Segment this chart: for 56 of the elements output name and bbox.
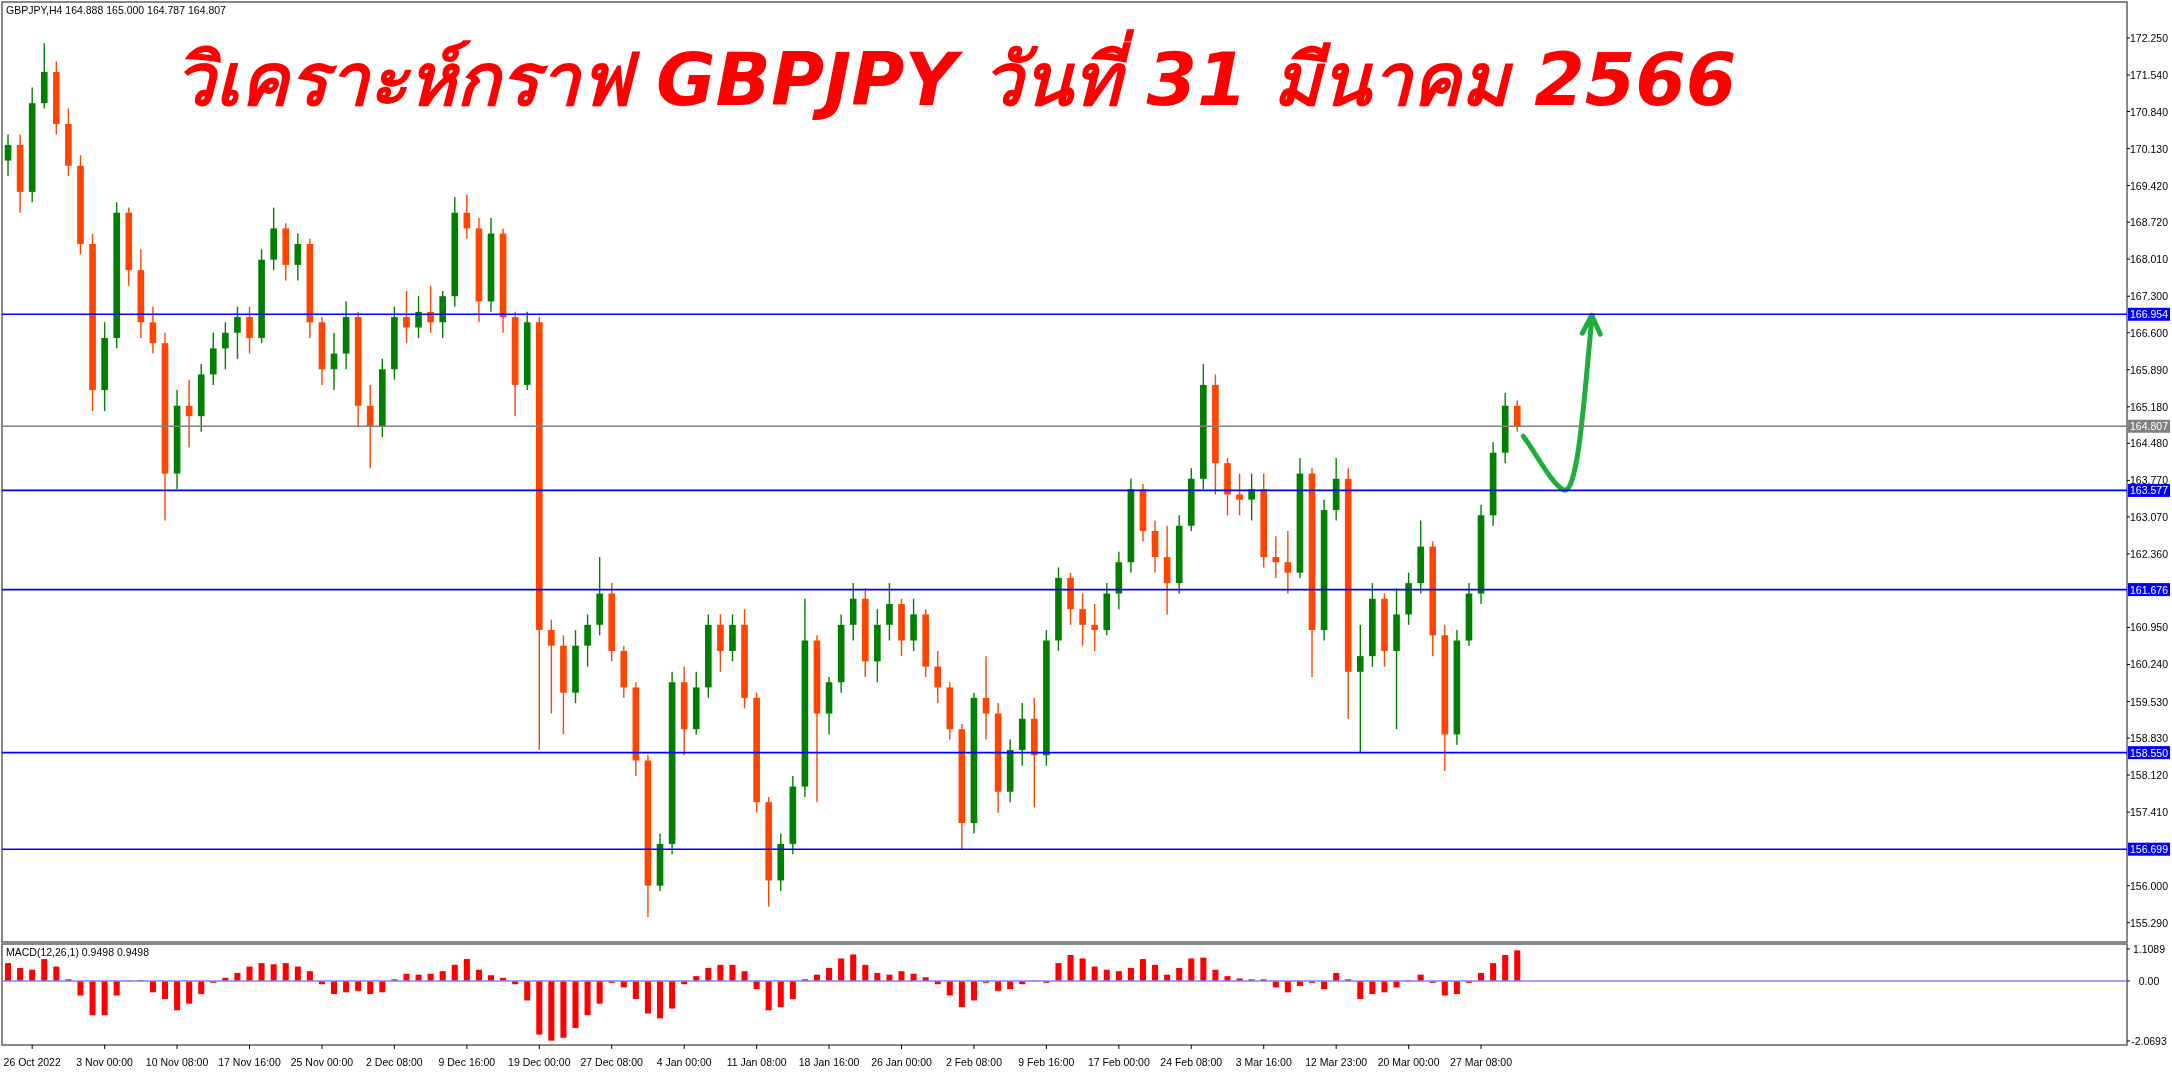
y-tick-label: 159.530 — [2130, 695, 2169, 708]
y-tick-label: 160.950 — [2130, 621, 2169, 634]
y-tick-label: 168.720 — [2130, 216, 2169, 229]
x-tick-label: 9 Feb 16:00 — [1018, 1056, 1075, 1068]
ref-line-label: 164.807 — [2130, 420, 2169, 433]
x-tick-label: 27 Mar 08:00 — [1450, 1056, 1513, 1068]
x-tick-label: 17 Nov 16:00 — [218, 1056, 281, 1068]
y-tick-label: 172.250 — [2130, 31, 2169, 44]
y-tick-label: 166.600 — [2130, 326, 2169, 339]
y-tick-label: 168.010 — [2130, 253, 2169, 266]
x-tick-label: 4 Jan 00:00 — [656, 1056, 712, 1068]
x-tick-label: 2 Dec 08:00 — [366, 1056, 423, 1068]
x-tick-label: 26 Jan 00:00 — [871, 1056, 933, 1068]
y-tick-label: 164.480 — [2130, 437, 2169, 450]
y-tick-label: 170.840 — [2130, 105, 2169, 118]
chart-subtitle: GBPJPY,H4 164.888 165.000 164.787 164.807 — [6, 4, 227, 16]
x-tick-label: 20 Mar 00:00 — [1377, 1056, 1440, 1068]
ref-line-label: 158.550 — [2130, 746, 2169, 759]
y-tick-label: 165.180 — [2130, 400, 2169, 413]
y-tick-label: 169.420 — [2130, 179, 2169, 192]
y-tick-label: -2.0693 — [2131, 1034, 2167, 1047]
ref-line-label: 156.699 — [2130, 843, 2169, 856]
y-tick-label: 167.300 — [2130, 290, 2169, 303]
x-tick-label: 24 Feb 08:00 — [1160, 1056, 1223, 1068]
x-tick-label: 17 Feb 00:00 — [1087, 1056, 1150, 1068]
y-tick-label: 162.360 — [2130, 547, 2169, 560]
x-tick-label: 19 Dec 00:00 — [508, 1056, 571, 1068]
x-tick-label: 2 Feb 08:00 — [945, 1056, 1003, 1068]
y-tick-label: 0.00 — [2138, 975, 2160, 988]
x-tick-label: 27 Dec 08:00 — [580, 1056, 644, 1068]
x-tick-label: 9 Dec 16:00 — [438, 1056, 496, 1068]
y-tick-label: 157.410 — [2130, 806, 2169, 819]
x-tick-label: 26 Oct 2022 — [3, 1056, 61, 1068]
y-tick-label: 163.070 — [2130, 510, 2169, 523]
x-tick-label: 3 Nov 00:00 — [76, 1056, 134, 1068]
y-tick-label: 160.240 — [2130, 658, 2169, 671]
y-tick-label: 171.540 — [2130, 69, 2169, 82]
x-tick-label: 3 Mar 16:00 — [1235, 1056, 1292, 1068]
x-tick-label: 11 Jan 08:00 — [726, 1056, 787, 1068]
ref-line-label: 166.954 — [2130, 308, 2169, 321]
x-tick-label: 12 Mar 23:00 — [1305, 1056, 1368, 1068]
y-tick-label: 165.890 — [2130, 363, 2169, 376]
y-tick-label: 170.130 — [2130, 142, 2169, 155]
x-tick-label: 25 Nov 00:00 — [290, 1056, 354, 1068]
y-tick-label: 155.290 — [2130, 916, 2169, 929]
y-tick-label: 1.1089 — [2132, 942, 2166, 955]
y-tick-label: 158.830 — [2130, 732, 2169, 745]
text: วิเคราะห์กราฟ GBPJPY วันที่ 31 มีนาคม 2566 — [173, 29, 1737, 122]
ref-line-label: 163.577 — [2130, 484, 2169, 497]
x-tick-label: 18 Jan 16:00 — [798, 1056, 860, 1068]
chart-title: MACD(12,26,1) 0.9498 0.9498 — [6, 946, 150, 958]
x-tick-label: 10 Nov 08:00 — [145, 1056, 209, 1068]
y-tick-label: 163.770 — [2130, 474, 2169, 487]
y-tick-label: 158.120 — [2130, 769, 2169, 782]
ref-line-label: 161.676 — [2130, 583, 2169, 596]
y-tick-label: 156.000 — [2130, 879, 2169, 892]
